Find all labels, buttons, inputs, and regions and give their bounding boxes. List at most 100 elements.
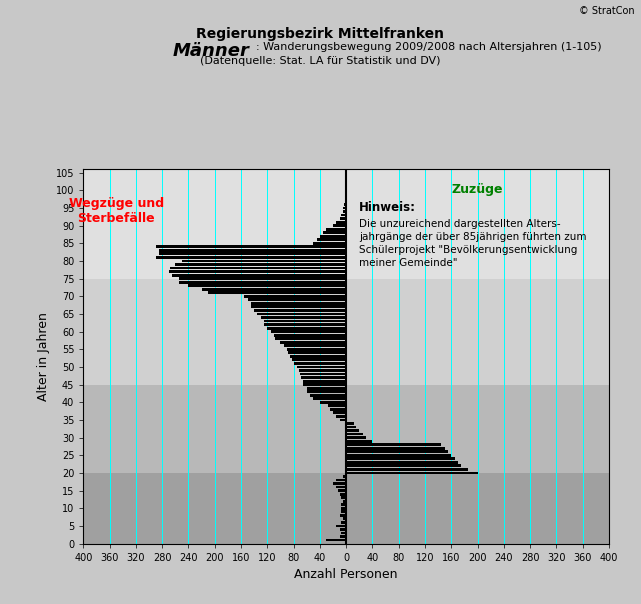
Bar xyxy=(251,306,346,308)
Bar xyxy=(297,365,346,368)
Bar xyxy=(83,278,609,385)
Bar xyxy=(182,260,346,262)
X-axis label: Anzahl Personen: Anzahl Personen xyxy=(294,568,398,581)
Bar xyxy=(169,270,346,273)
Bar xyxy=(284,344,346,347)
Bar xyxy=(313,397,346,400)
Bar xyxy=(333,224,346,227)
Bar xyxy=(346,429,359,432)
Bar xyxy=(343,500,346,503)
Bar xyxy=(346,451,448,453)
Bar xyxy=(303,380,346,382)
Bar xyxy=(317,239,346,241)
Bar xyxy=(323,231,346,234)
Bar xyxy=(340,217,346,220)
Bar xyxy=(346,443,442,446)
Bar xyxy=(320,235,346,237)
Bar xyxy=(261,316,346,319)
Bar xyxy=(340,528,346,531)
Bar xyxy=(343,207,346,210)
Bar xyxy=(329,408,346,411)
Bar xyxy=(346,457,454,460)
Bar xyxy=(337,478,346,481)
Text: : Wanderungsbewegung 2009/2008 nach Altersjahren (1-105): : Wanderungsbewegung 2009/2008 nach Alte… xyxy=(256,42,602,53)
Bar xyxy=(258,312,346,315)
Bar xyxy=(345,196,346,199)
Bar xyxy=(175,263,346,266)
Bar xyxy=(346,432,363,435)
Bar xyxy=(346,464,461,467)
Bar xyxy=(301,376,346,379)
Bar xyxy=(287,348,346,351)
Bar xyxy=(247,298,346,301)
Bar xyxy=(280,341,346,344)
Bar xyxy=(346,454,451,457)
Bar xyxy=(300,373,346,376)
Bar xyxy=(313,242,346,245)
Bar xyxy=(346,426,356,428)
Bar xyxy=(244,295,346,298)
Bar xyxy=(264,323,346,326)
Bar xyxy=(267,327,346,330)
Bar xyxy=(299,369,346,372)
Text: Wegzüge und
Sterbefälle: Wegzüge und Sterbefälle xyxy=(69,198,163,225)
Bar xyxy=(179,277,346,280)
Bar xyxy=(340,535,346,538)
Bar xyxy=(346,422,354,425)
Bar xyxy=(341,532,346,535)
Bar xyxy=(306,387,346,390)
Bar xyxy=(188,284,346,287)
Bar xyxy=(341,521,346,524)
Bar xyxy=(172,274,346,277)
Bar xyxy=(306,390,346,393)
Bar xyxy=(341,214,346,216)
Bar xyxy=(292,359,346,361)
Bar xyxy=(83,169,609,278)
Bar xyxy=(156,245,346,248)
Bar xyxy=(170,266,346,269)
Bar xyxy=(340,514,346,517)
Bar xyxy=(310,394,346,397)
Bar xyxy=(83,473,609,544)
Bar xyxy=(338,489,346,492)
Bar xyxy=(303,383,346,386)
Bar xyxy=(159,252,346,255)
Bar xyxy=(333,482,346,485)
Bar xyxy=(343,475,346,478)
Bar xyxy=(159,249,346,252)
Bar xyxy=(337,524,346,527)
Text: Zuzüge: Zuzüge xyxy=(452,183,503,196)
Bar xyxy=(201,288,346,291)
Bar xyxy=(346,461,458,464)
Bar xyxy=(346,468,468,471)
Bar xyxy=(264,320,346,323)
Bar xyxy=(340,493,346,495)
Text: Regierungsbezirk Mittelfranken: Regierungsbezirk Mittelfranken xyxy=(197,27,444,41)
Bar xyxy=(156,256,346,259)
Bar xyxy=(346,447,445,449)
Bar xyxy=(346,472,478,474)
Bar xyxy=(340,419,346,422)
Bar xyxy=(179,281,346,284)
Bar xyxy=(341,503,346,506)
Text: Hinweis:: Hinweis: xyxy=(359,201,416,214)
Bar xyxy=(344,203,346,206)
Bar xyxy=(328,405,346,407)
Bar xyxy=(341,510,346,513)
Bar xyxy=(326,539,346,541)
Bar xyxy=(288,352,346,354)
Bar xyxy=(274,334,346,336)
Bar xyxy=(275,337,346,340)
Bar xyxy=(337,220,346,223)
Bar xyxy=(294,362,346,365)
Text: Die unzureichend dargestellten Alters-
jahrgänge der über 85jährigen führten zum: Die unzureichend dargestellten Alters- j… xyxy=(359,219,587,268)
Bar xyxy=(337,415,346,418)
Text: © StratCon: © StratCon xyxy=(579,6,635,16)
Bar xyxy=(333,411,346,414)
Bar xyxy=(337,486,346,489)
Bar xyxy=(341,507,346,510)
Text: Männer: Männer xyxy=(173,42,250,60)
Bar xyxy=(320,401,346,403)
Bar xyxy=(345,193,346,195)
Bar xyxy=(343,210,346,213)
